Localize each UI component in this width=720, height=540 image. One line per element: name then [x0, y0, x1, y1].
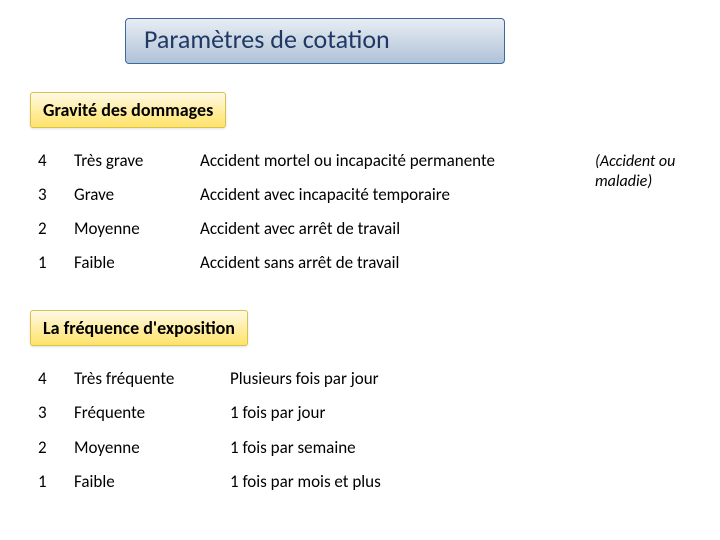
cell-num: 1: [30, 465, 66, 499]
section-label-frequency: La fréquence d'exposition: [30, 310, 248, 346]
table-row: 4 Très grave Accident mortel ou incapaci…: [30, 144, 503, 178]
table-row: 1 Faible Accident sans arrêt de travail: [30, 246, 503, 280]
cell-num: 1: [30, 246, 66, 280]
cell-desc: Accident avec incapacité temporaire: [192, 178, 503, 212]
table-row: 2 Moyenne Accident avec arrêt de travail: [30, 212, 503, 246]
cell-desc: Plusieurs fois par jour: [222, 362, 389, 396]
table-row: 3 Grave Accident avec incapacité tempora…: [30, 178, 503, 212]
cell-desc: Accident mortel ou incapacité permanente: [192, 144, 503, 178]
cell-desc: Accident avec arrêt de travail: [192, 212, 503, 246]
cell-level: Moyenne: [66, 431, 222, 465]
cell-level: Moyenne: [66, 212, 192, 246]
cell-level: Faible: [66, 465, 222, 499]
cell-num: 3: [30, 396, 66, 430]
side-note: (Accident ou maladie): [595, 152, 700, 192]
severity-table: 4 Très grave Accident mortel ou incapaci…: [30, 144, 503, 280]
cell-num: 4: [30, 144, 66, 178]
cell-num: 2: [30, 212, 66, 246]
cell-level: Très grave: [66, 144, 192, 178]
cell-desc: Accident sans arrêt de travail: [192, 246, 503, 280]
cell-num: 3: [30, 178, 66, 212]
table-row: 3 Fréquente 1 fois par jour: [30, 396, 389, 430]
slide: Paramètres de cotation Gravité des domma…: [0, 0, 720, 540]
slide-title: Paramètres de cotation: [125, 18, 505, 64]
cell-desc: 1 fois par mois et plus: [222, 465, 389, 499]
cell-level: Très fréquente: [66, 362, 222, 396]
cell-level: Grave: [66, 178, 192, 212]
frequency-table: 4 Très fréquente Plusieurs fois par jour…: [30, 362, 389, 498]
table-row: 1 Faible 1 fois par mois et plus: [30, 465, 389, 499]
cell-num: 4: [30, 362, 66, 396]
cell-num: 2: [30, 431, 66, 465]
table-row: 2 Moyenne 1 fois par semaine: [30, 431, 389, 465]
cell-desc: 1 fois par jour: [222, 396, 389, 430]
cell-desc: 1 fois par semaine: [222, 431, 389, 465]
table-row: 4 Très fréquente Plusieurs fois par jour: [30, 362, 389, 396]
section-label-severity: Gravité des dommages: [30, 92, 226, 128]
cell-level: Fréquente: [66, 396, 222, 430]
cell-level: Faible: [66, 246, 192, 280]
